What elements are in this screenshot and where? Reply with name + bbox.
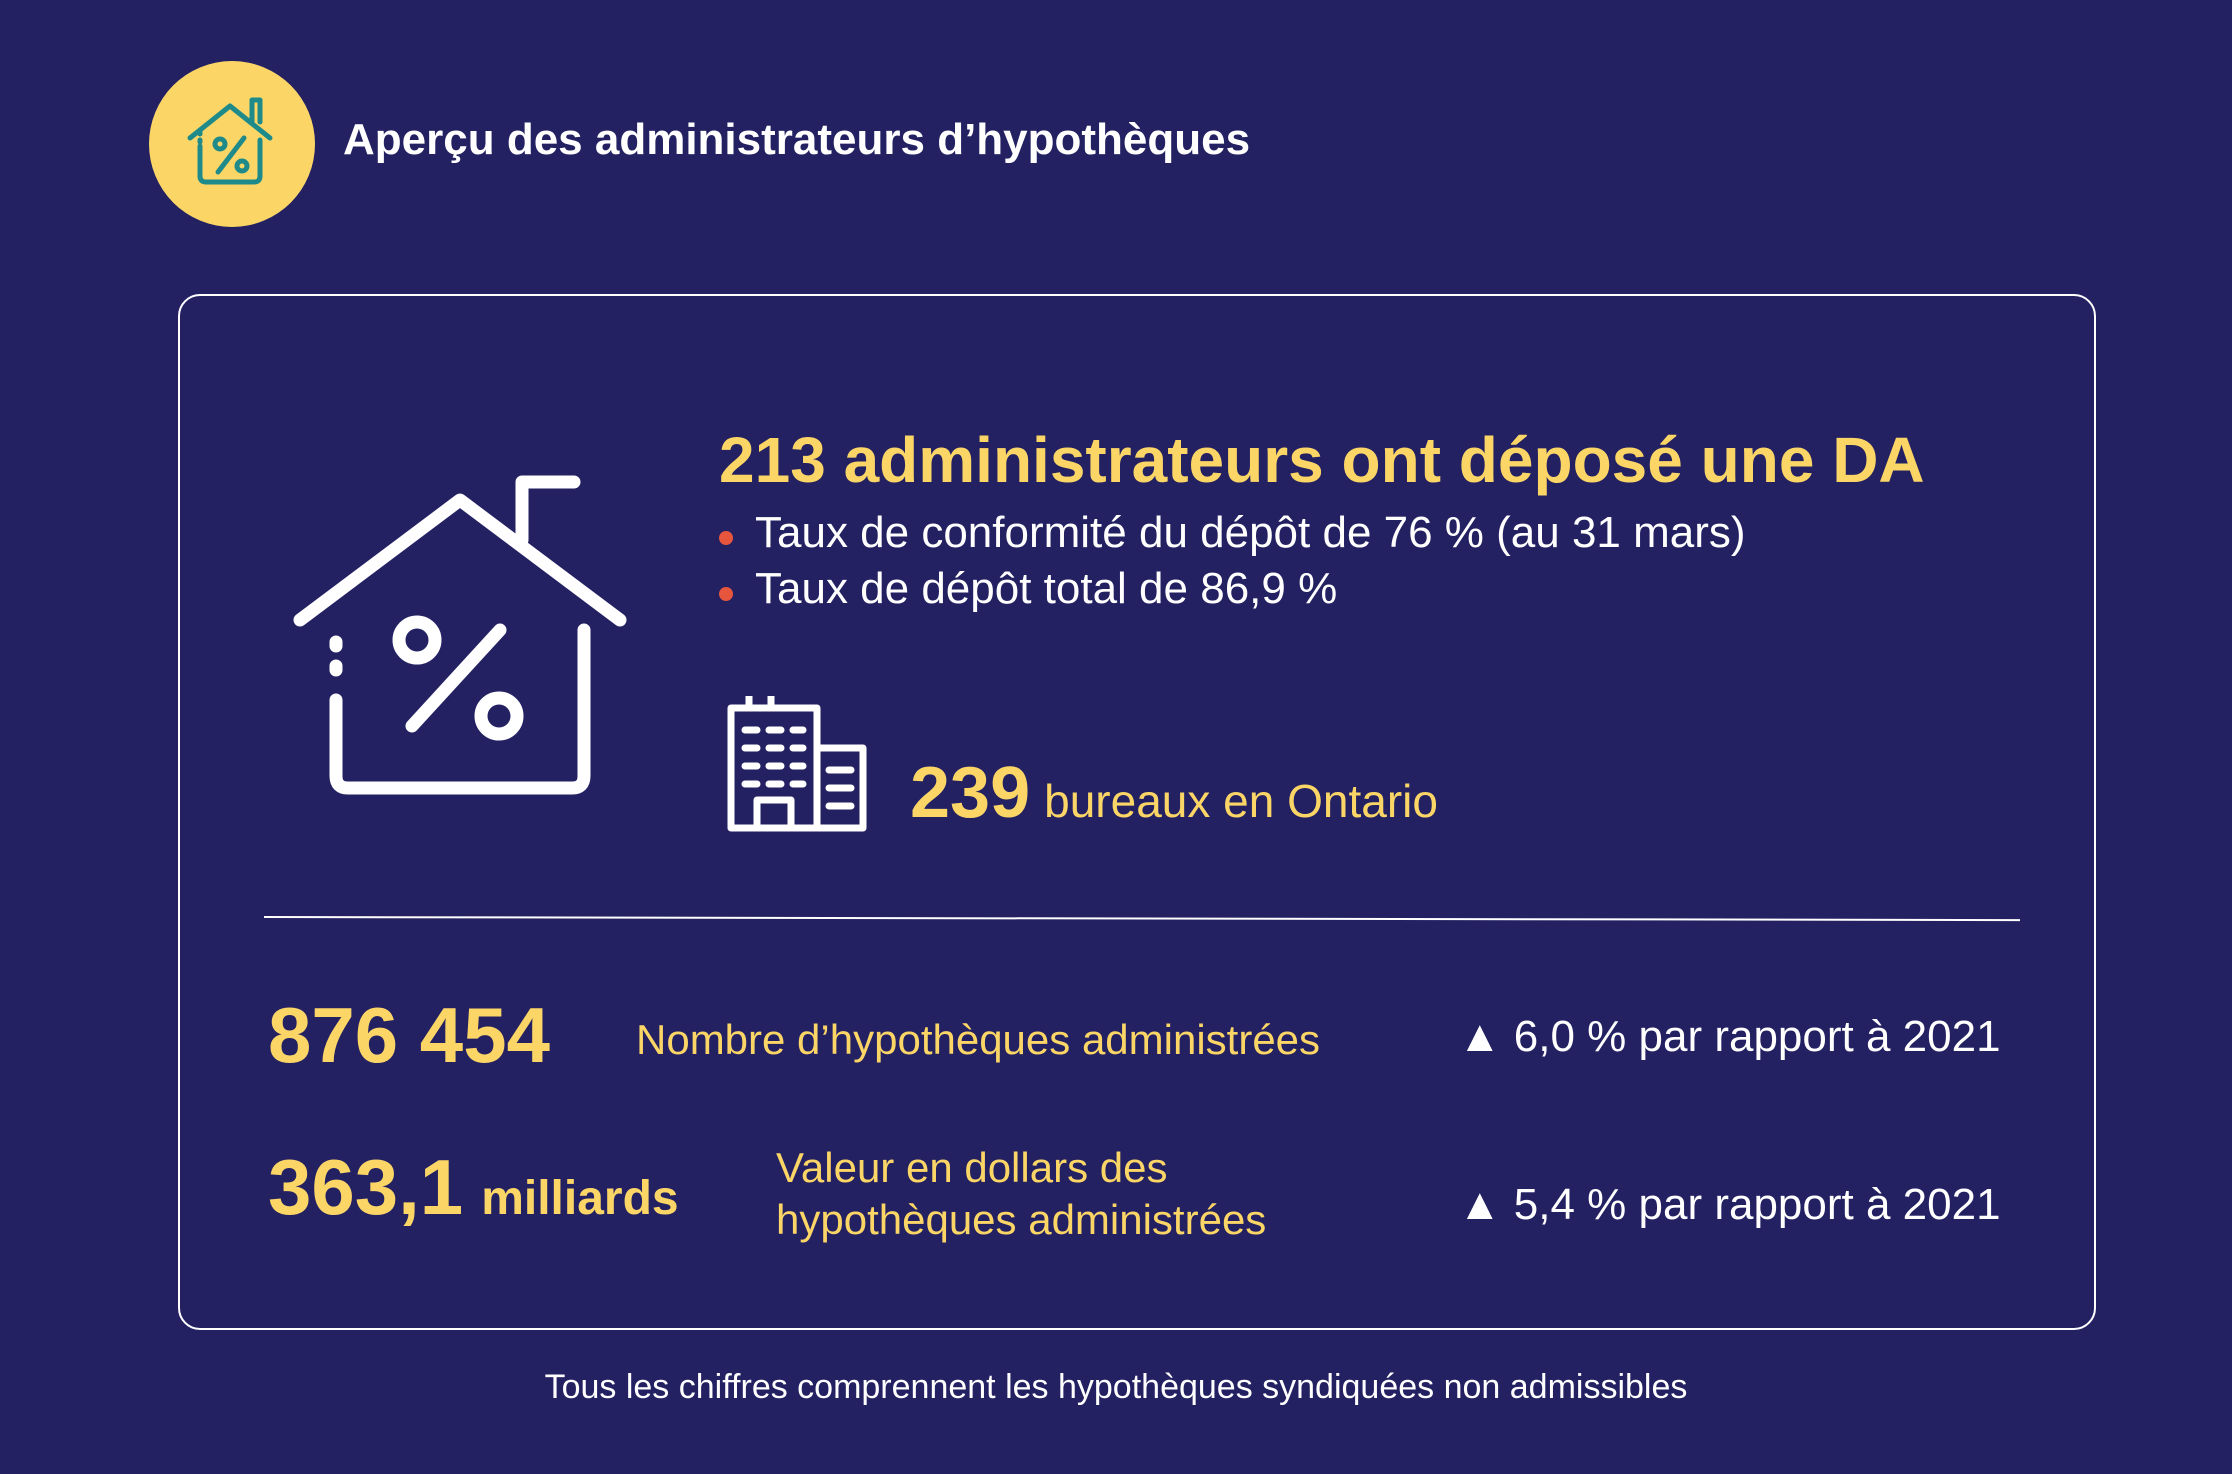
offices-count: 239 (910, 753, 1031, 833)
filers-headline: 213 administrateurs ont déposé une DA (719, 424, 1925, 496)
page-title: Aperçu des administrateurs d’hypothèques (343, 115, 1251, 164)
footer-note: Tous les chiffres comprennent les hypoth… (544, 1368, 1688, 1406)
mortgages-value: 363,1 milliards (268, 1142, 679, 1233)
bullet-text: Taux de dépôt total de 86,9 % (755, 564, 1338, 613)
mortgages-value-label-line1: Valeur en dollars des (776, 1144, 1168, 1191)
mortgages-value-label-line2: hypothèques administrées (776, 1196, 1267, 1243)
header-badge (149, 61, 315, 227)
list-item: Taux de conformité du dépôt de 76 % (au … (719, 508, 1746, 558)
summary-card (178, 294, 2096, 1330)
list-item: Taux de dépôt total de 86,9 % (719, 564, 1337, 614)
mortgages-value-change: ▲ 5,4 % par rapport à 2021 (1458, 1180, 2001, 1229)
house-percent-icon (187, 97, 273, 185)
offices-stat: 239 bureaux en Ontario (910, 752, 1438, 834)
house-percent-large-icon (290, 470, 630, 805)
mortgages-value-unit: milliards (481, 1172, 679, 1225)
mortgages-count-label: Nombre d’hypothèques administrées (636, 1016, 1321, 1063)
bullet-dot (719, 531, 733, 545)
office-building-icon (727, 692, 867, 837)
bullet-dot (719, 587, 733, 601)
mortgages-count-change: ▲ 6,0 % par rapport à 2021 (1458, 1012, 2001, 1061)
mortgages-value-number: 363,1 (268, 1143, 464, 1231)
mortgages-value-label: Valeur en dollars des hypothèques admini… (776, 1142, 1336, 1246)
offices-label: bureaux en Ontario (1044, 775, 1438, 827)
bullet-text: Taux de conformité du dépôt de 76 % (au … (755, 508, 1746, 557)
mortgages-count: 876 454 (268, 991, 550, 1079)
